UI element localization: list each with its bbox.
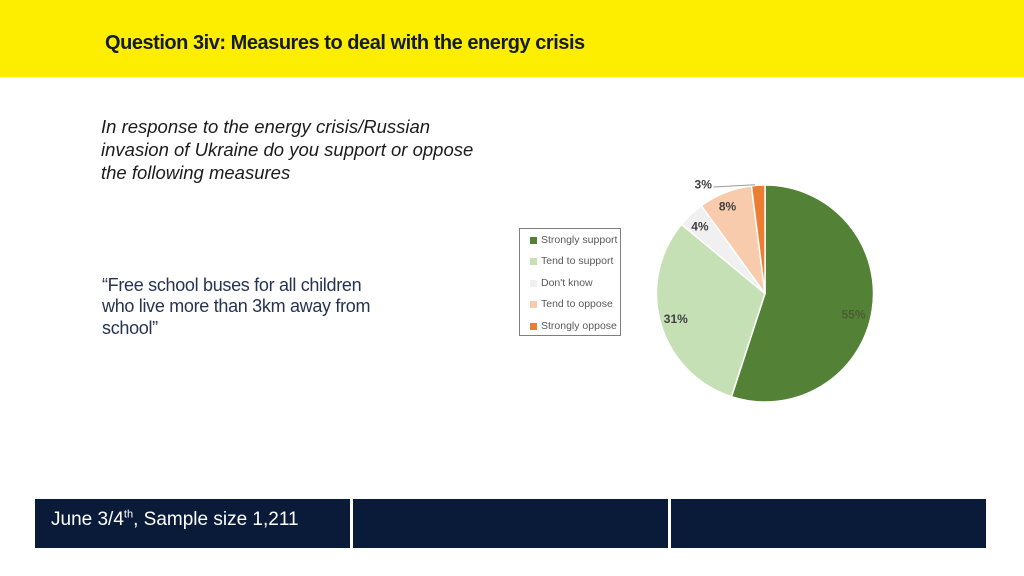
svg-text:31%: 31% [664, 312, 688, 326]
svg-text:4%: 4% [691, 220, 709, 234]
svg-text:8%: 8% [719, 200, 737, 214]
svg-text:3%: 3% [695, 178, 713, 192]
svg-text:55%: 55% [841, 308, 865, 322]
